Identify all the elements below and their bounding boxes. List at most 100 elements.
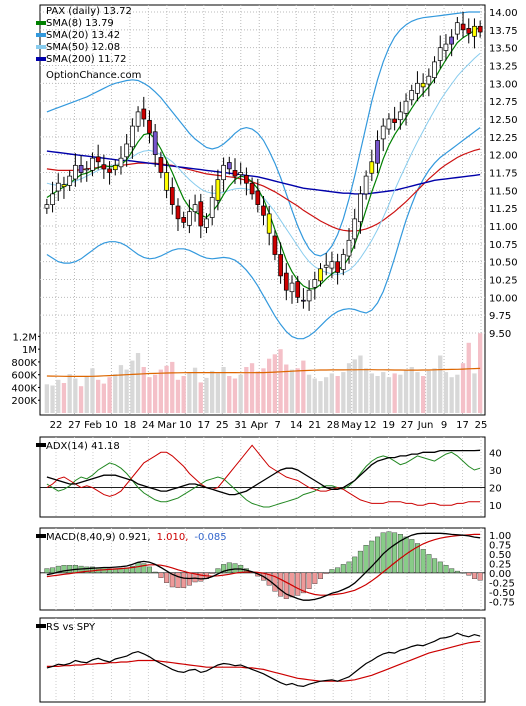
macd-histogram-bar — [215, 568, 221, 573]
macd-histogram-bar — [437, 561, 443, 574]
volume-bar — [466, 342, 471, 413]
date-tick-label: Feb — [84, 420, 102, 431]
macd-histogram-bar — [181, 572, 187, 588]
candle-body — [278, 254, 283, 277]
macd-histogram-bar — [169, 572, 175, 588]
date-tick-label: Apr — [251, 420, 269, 431]
candle-body — [204, 218, 209, 228]
volume-bar — [403, 369, 409, 413]
price-tick-label: 12.75 — [489, 97, 518, 108]
volume-bar — [284, 364, 289, 413]
date-tick-label: 9 — [441, 420, 447, 431]
date-axis-ticks: 22 27 Feb 10 18 24 Mar 10 17 25 31 Apr 7 14 21 28 May 12 1… — [50, 420, 488, 431]
date-tick-label: 12 — [364, 420, 377, 431]
price-tick-label: 12.00 — [489, 151, 518, 162]
volume-bar — [141, 367, 146, 413]
candle-body — [409, 90, 415, 101]
macd-histogram-bar — [346, 561, 352, 574]
rs-panel-frame — [39, 617, 486, 703]
macd-lines — [46, 532, 481, 601]
macd-histogram-bar — [323, 572, 329, 574]
volume-bar — [352, 359, 357, 413]
macd-signal-line — [46, 533, 481, 596]
candle-body — [141, 108, 147, 120]
volume-bar — [261, 368, 266, 413]
candle-body — [175, 205, 181, 220]
candle-body — [420, 82, 426, 88]
macd-histogram-bar — [357, 550, 363, 573]
date-tick-label: May — [341, 420, 362, 431]
volume-bar — [187, 372, 192, 413]
macd-panel: 1.000.750.500.250.00-0.25-0.50-0.75 MACD… — [36, 527, 515, 611]
legend-sma200: SMA(200) 11.72 — [46, 54, 127, 65]
volume-bar — [369, 373, 374, 413]
watermark: OptionChance.com — [46, 70, 141, 81]
candle-body — [454, 22, 460, 35]
volume-bar — [124, 369, 129, 413]
macd-histogram-bar — [392, 532, 398, 574]
date-tick-label: 27 — [401, 420, 414, 431]
volume-bar — [329, 373, 334, 413]
candle-body — [272, 235, 278, 255]
date-tick-label: 17 — [456, 420, 469, 431]
macd-histogram-bar — [454, 570, 460, 573]
volume-bar — [312, 378, 317, 413]
volume-bar — [135, 353, 141, 413]
volume-bar — [130, 360, 135, 413]
volume-bar — [175, 379, 181, 413]
volume-bar — [289, 369, 295, 413]
candle-body — [380, 125, 386, 140]
legend-swatch-sma20 — [36, 33, 46, 37]
volume-bar — [426, 370, 431, 413]
macd-histogram-bar — [146, 566, 152, 574]
volume-bar — [107, 377, 112, 413]
volume-bar — [101, 383, 106, 413]
candle-body — [238, 172, 244, 175]
volume-bar — [90, 368, 95, 413]
legend-swatch-sma8 — [36, 21, 46, 25]
candle-body — [403, 100, 409, 114]
macd-histogram-bar — [426, 554, 432, 574]
volume-bar — [67, 374, 72, 413]
volume-bar — [272, 354, 277, 413]
adx-label: ADX(14) 41.18 — [46, 441, 120, 452]
macd-histogram-bar — [141, 563, 147, 573]
candle-body — [283, 272, 289, 291]
price-tick-label: 12.50 — [489, 115, 518, 126]
volume-bar — [267, 358, 272, 413]
macd-tick-label: -0.25 — [489, 578, 515, 589]
price-tick-label: 11.00 — [489, 222, 518, 233]
macd-tick-label: 1.00 — [489, 531, 511, 542]
price-tick-label: 10.00 — [489, 293, 518, 304]
legend-sma8: SMA(8) 13.79 — [46, 18, 114, 29]
date-tick-label: 25 — [216, 420, 229, 431]
price-tick-label: 14.00 — [489, 8, 518, 19]
date-tick-label: 31 — [234, 420, 247, 431]
candle-body — [232, 170, 238, 177]
adx-tick-label: 10 — [489, 501, 502, 512]
price-tick-label: 9.75 — [489, 311, 511, 322]
volume-tick-label: 1.2M — [12, 332, 37, 343]
macd-histogram-bar — [175, 572, 181, 588]
candle-body — [55, 182, 61, 192]
macd-histogram-bar — [129, 565, 135, 573]
macd-histogram-bar — [415, 543, 421, 573]
adx-tick-label: 20 — [489, 484, 502, 495]
volume-tick-label: 200K — [11, 396, 37, 407]
volume-bar — [56, 379, 61, 413]
date-tick-label: Mar — [157, 420, 177, 431]
volume-bar — [460, 363, 466, 413]
volume-bar — [78, 386, 84, 413]
macd-histogram-bar — [135, 562, 141, 573]
rs-grid — [55, 618, 482, 702]
candle-body — [363, 175, 369, 195]
date-tick-label: 19 — [382, 420, 395, 431]
volume-bar — [147, 377, 152, 413]
macd-histogram-bar — [329, 569, 335, 573]
adx-panel: 40 30 20 10 ADX(14) 41.18 — [36, 436, 502, 518]
macd-tick-label: 0.25 — [489, 559, 511, 570]
price-tick-label: 13.00 — [489, 79, 518, 90]
ticker-label: PAX (daily) 13.72 — [46, 6, 132, 17]
candle-body — [164, 172, 169, 191]
